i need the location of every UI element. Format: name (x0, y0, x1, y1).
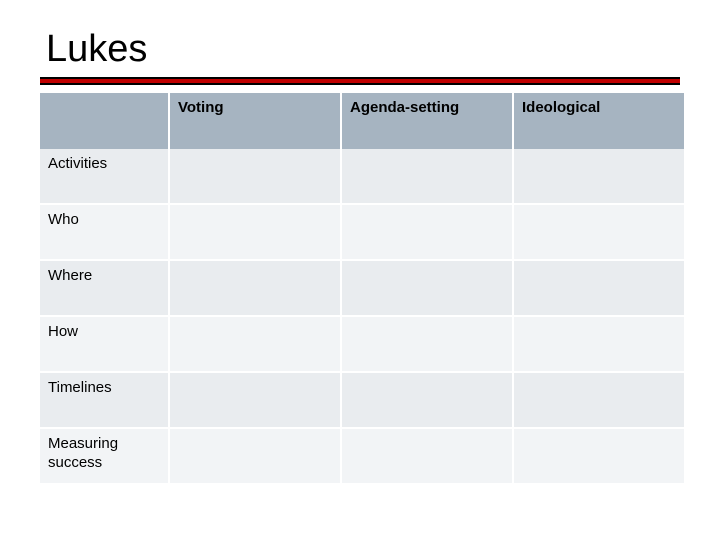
table-cell (342, 261, 512, 315)
table-cell (342, 149, 512, 203)
header-ideological: Ideological (514, 93, 684, 149)
table-cell (170, 149, 340, 203)
table-cell (170, 429, 340, 483)
table-cell (342, 373, 512, 427)
table-cell (514, 317, 684, 371)
table-cell (342, 429, 512, 483)
row-label-where: Where (40, 261, 168, 315)
table-cell (514, 149, 684, 203)
table-cell (170, 373, 340, 427)
table-cell (342, 317, 512, 371)
table-cell (514, 261, 684, 315)
header-blank (40, 93, 168, 149)
table-cell (170, 261, 340, 315)
header-voting: Voting (170, 93, 340, 149)
table-cell (170, 317, 340, 371)
table-cell (342, 205, 512, 259)
header-agenda-setting: Agenda-setting (342, 93, 512, 149)
row-label-who: Who (40, 205, 168, 259)
lukes-table: Voting Agenda-setting Ideological Activi… (40, 93, 680, 483)
row-label-activities: Activities (40, 149, 168, 203)
row-label-timelines: Timelines (40, 373, 168, 427)
table-cell (514, 373, 684, 427)
table-cell (514, 429, 684, 483)
title-divider (40, 77, 680, 85)
page-title: Lukes (46, 28, 680, 71)
row-label-how: How (40, 317, 168, 371)
table-cell (170, 205, 340, 259)
row-label-measuring-success: Measuring success (40, 429, 168, 483)
table-cell (514, 205, 684, 259)
